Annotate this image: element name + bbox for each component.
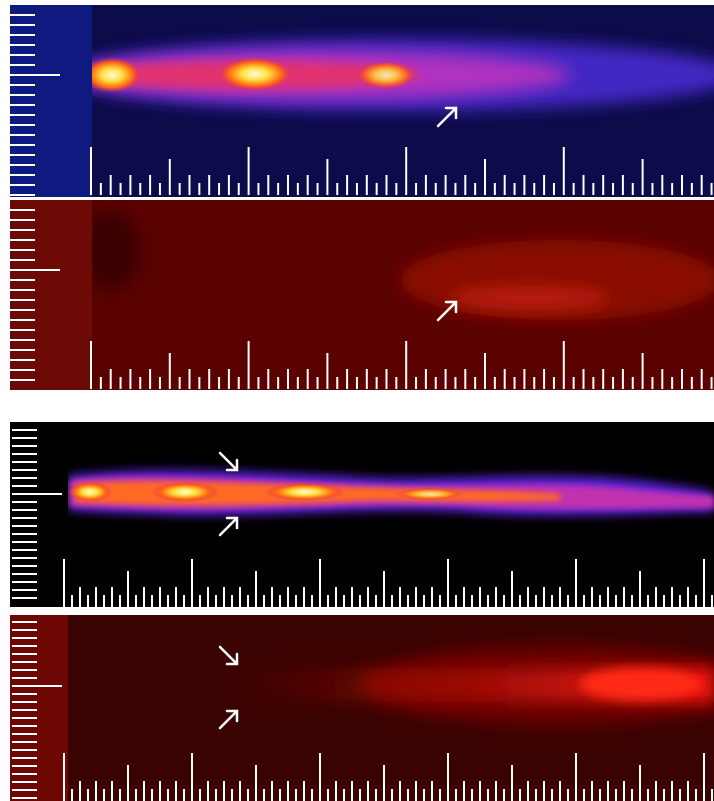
arrows [218,106,458,730]
arrow [436,300,458,322]
side-strip [10,5,92,197]
arrow [218,709,239,730]
panel-1 [10,5,714,197]
arrow [218,645,239,666]
arrow [218,451,239,472]
glow [92,210,714,320]
plume [92,39,714,111]
panel-4 [10,615,714,801]
arrow [218,516,239,537]
panel-3 [10,422,714,607]
plume [68,470,714,516]
ruler-ticks [10,14,713,801]
glow [240,645,714,725]
panel-2 [10,200,714,390]
arrow [436,106,458,128]
side-strip [10,200,92,390]
